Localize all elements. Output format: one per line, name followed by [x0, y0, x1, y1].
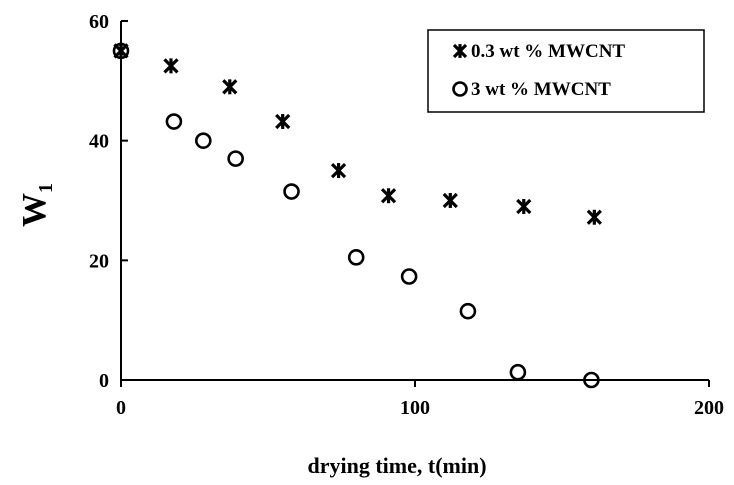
y-axis-label-main: W [16, 193, 53, 227]
x-tick-label: 100 [400, 397, 430, 419]
data-point-circle [227, 150, 244, 167]
data-point-circle [195, 132, 212, 149]
x-ticks: 0 100 200 [116, 380, 724, 419]
legend-box [427, 29, 705, 113]
data-point-asterisk [442, 192, 458, 209]
y-ticks: 0 20 40 60 [89, 11, 128, 392]
data-point-asterisk [586, 209, 602, 225]
y-tick-label: 60 [89, 11, 109, 33]
data-point-circle [165, 113, 183, 130]
data-point-circle [283, 183, 300, 200]
x-tick-label: 200 [694, 397, 724, 419]
y-axis-label-sub: 1 [35, 183, 57, 193]
data-marks [112, 42, 602, 389]
data-point-asterisk [222, 79, 238, 95]
legend: 0.3 wt % MWCNT 3 wt % MWCNT [427, 29, 705, 113]
legend-label-series-2: 3 wt % MWCNT [471, 79, 611, 100]
legend-marker-circle [452, 81, 468, 97]
y-axis-label: W1 [16, 183, 57, 227]
data-point-asterisk [330, 162, 347, 179]
data-point-asterisk [163, 58, 179, 74]
data-point-circle [459, 302, 477, 320]
x-tick-label: 0 [116, 397, 126, 419]
data-point-circle [347, 249, 365, 266]
data-point-circle [112, 42, 130, 60]
data-point-circle [583, 371, 600, 389]
data-point-asterisk [380, 188, 397, 204]
data-point-circle [509, 363, 527, 381]
y-tick-label: 40 [89, 131, 109, 153]
data-point-asterisk [275, 113, 291, 130]
legend-marker-asterisk [452, 43, 468, 59]
data-point-asterisk [516, 198, 532, 215]
data-point-circle [400, 268, 418, 285]
y-tick-label: 20 [89, 250, 109, 272]
legend-label-series-1: 0.3 wt % MWCNT [471, 41, 625, 62]
y-tick-label: 0 [99, 370, 109, 392]
x-axis-label: drying time, t(min) [307, 453, 486, 478]
